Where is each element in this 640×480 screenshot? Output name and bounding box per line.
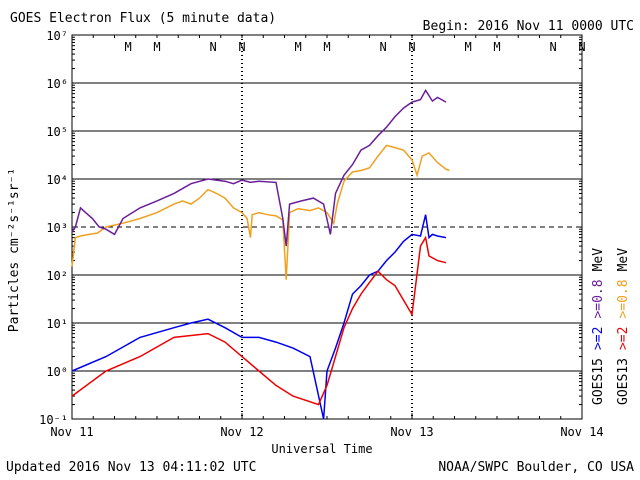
top-marker: M [124, 40, 131, 54]
series-line-0 [71, 144, 450, 280]
top-marker: N [379, 40, 386, 54]
y-tick-label: 10¹ [46, 317, 68, 331]
y-tick-label: 10⁶ [46, 77, 68, 91]
top-marker: M [464, 40, 471, 54]
legend-part: GOES15 [591, 358, 606, 405]
y-tick-label: 10⁰ [46, 365, 68, 379]
top-marker: M [323, 40, 330, 54]
legend-part: >=2 [591, 327, 606, 350]
legend-label: GOES15 >=2 >=0.8 MeV [591, 248, 606, 405]
legend-part: MeV [616, 248, 631, 272]
y-tick-label: 10⁵ [46, 125, 68, 139]
legend-part: GOES13 [616, 358, 631, 405]
top-marker: N [238, 40, 245, 54]
top-marker: N [408, 40, 415, 54]
chart-title: GOES Electron Flux (5 minute data) [10, 11, 276, 26]
legend-part: >=2 [616, 327, 631, 350]
credit-text: NOAA/SWPC Boulder, CO USA [438, 460, 634, 475]
top-marker: M [493, 40, 500, 54]
updated-timestamp: Updated 2016 Nov 13 04:11:02 UTC [6, 460, 256, 475]
top-marker: M [294, 40, 301, 54]
y-tick-label: 10³ [46, 221, 68, 235]
top-marker: N [549, 40, 556, 54]
legend-label: GOES13 >=2 >=0.8 MeV [616, 248, 631, 405]
series-line-3 [71, 235, 447, 406]
x-tick-label: Nov 12 [220, 425, 263, 439]
x-tick-label: Nov 14 [560, 425, 603, 439]
series-line-1 [71, 88, 447, 247]
top-marker: N [209, 40, 216, 54]
legend-part: >=0.8 [616, 279, 631, 318]
plot-area: 10⁻¹ 10⁰ 10¹ 10² 10³ 10⁴ 10⁵ 10⁶ 10⁷ Nov 11 Nov 12… [39, 29, 631, 439]
y-axis-label: Particles cm⁻²s⁻¹sr⁻¹ [7, 168, 22, 332]
y-tick-label: 10⁴ [46, 173, 68, 187]
legend-part: MeV [591, 248, 606, 272]
y-tick-label: 10⁻¹ [39, 413, 68, 427]
top-marker: N [578, 40, 585, 54]
begin-time: Begin: 2016 Nov 11 0000 UTC [423, 19, 634, 34]
legend-part: >=0.8 [591, 279, 606, 318]
top-marker: M [153, 40, 160, 54]
x-axis-label: Universal Time [271, 442, 372, 456]
x-tick-label: Nov 13 [390, 425, 433, 439]
y-tick-label: 10² [46, 269, 68, 283]
x-tick-label: Nov 11 [50, 425, 93, 439]
series-line-2 [71, 214, 447, 420]
y-tick-label: 10⁷ [46, 29, 68, 43]
